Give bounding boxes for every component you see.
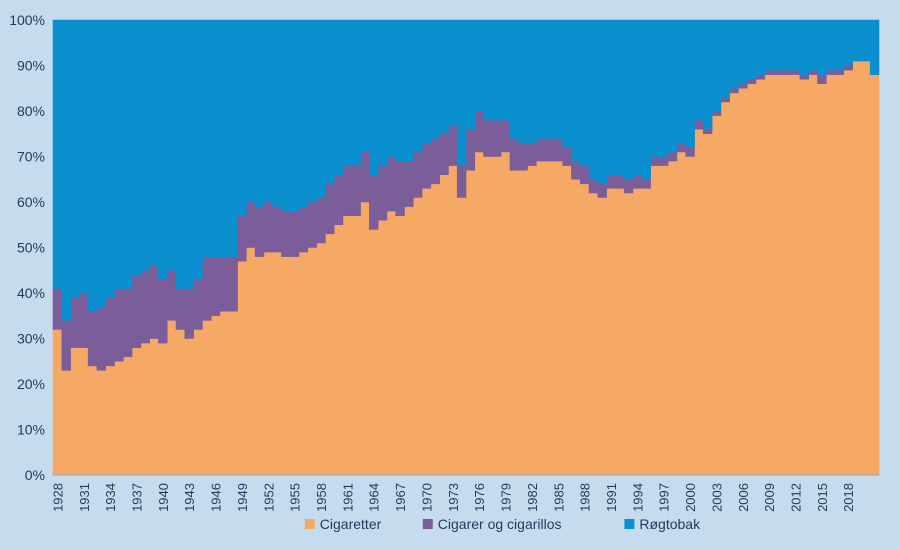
x-tick-label: 1961 <box>340 483 355 512</box>
x-tick-label: 1994 <box>630 483 645 512</box>
y-tick-label: 10% <box>17 422 45 438</box>
x-tick-label: 2012 <box>789 483 804 512</box>
x-tick-label: 2015 <box>815 483 830 512</box>
y-tick-label: 80% <box>17 103 45 119</box>
x-tick-label: 1952 <box>261 483 276 512</box>
legend-swatch-1 <box>304 519 315 529</box>
x-tick-label: 2009 <box>762 483 777 512</box>
x-tick-label: 1970 <box>420 483 435 512</box>
x-tick-label: 1982 <box>525 483 540 512</box>
x-tick-label: 1949 <box>235 483 250 512</box>
y-tick-label: 100% <box>9 12 45 28</box>
x-tick-label: 2003 <box>709 483 724 512</box>
legend-swatch-2 <box>422 519 433 529</box>
legend-label-3: Røgtobak <box>639 516 701 532</box>
y-tick-label: 70% <box>17 149 45 165</box>
x-tick-label: 1979 <box>499 483 514 512</box>
y-tick-label: 90% <box>17 58 45 74</box>
x-tick-label: 1985 <box>551 483 566 512</box>
x-tick-label: 1934 <box>103 483 118 512</box>
x-tick-label: 2006 <box>736 483 751 512</box>
x-tick-label: 1940 <box>156 483 171 512</box>
x-tick-label: 1973 <box>446 483 461 512</box>
x-tick-label: 1964 <box>367 483 382 512</box>
x-tick-label: 1943 <box>182 483 197 512</box>
x-tick-label: 1991 <box>604 483 619 512</box>
y-tick-label: 30% <box>17 331 45 347</box>
y-tick-label: 40% <box>17 285 45 301</box>
x-tick-label: 2018 <box>841 483 856 512</box>
y-tick-label: 0% <box>25 467 45 483</box>
x-tick-label: 1997 <box>657 483 672 512</box>
y-tick-label: 60% <box>17 194 45 210</box>
x-tick-label: 2000 <box>683 483 698 512</box>
x-tick-label: 1931 <box>77 483 92 512</box>
x-tick-label: 1976 <box>472 483 487 512</box>
y-tick-label: 20% <box>17 376 45 392</box>
legend-label-2: Cigarer og cigarillos <box>438 516 562 532</box>
x-tick-label: 1988 <box>578 483 593 512</box>
x-tick-label: 1955 <box>288 483 303 512</box>
x-tick-label: 1937 <box>130 483 145 512</box>
legend-label-1: Cigaretter <box>320 516 382 532</box>
series-area-3 <box>52 19 880 321</box>
x-tick-label: 1958 <box>314 483 329 512</box>
x-tick-label: 1928 <box>50 483 65 512</box>
x-tick-label: 1967 <box>393 483 408 512</box>
y-tick-label: 50% <box>17 240 45 256</box>
x-tick-label: 1946 <box>209 483 224 512</box>
legend-swatch-3 <box>624 519 635 529</box>
